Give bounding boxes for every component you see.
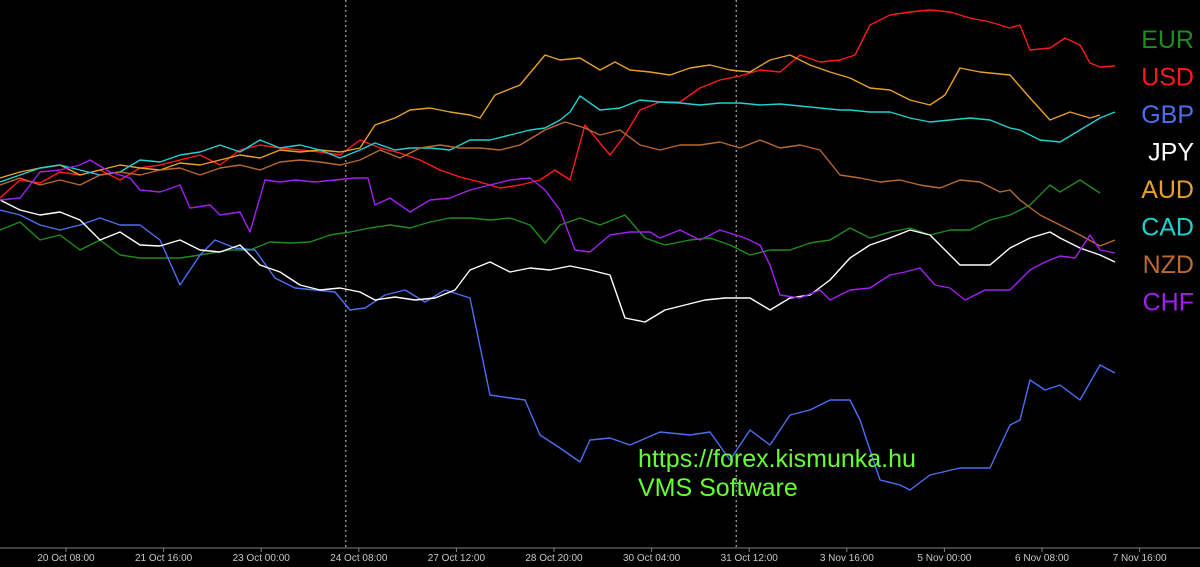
- watermark: https://forex.kismunka.hu VMS Software: [638, 445, 916, 502]
- legend-label-aud: AUD: [1141, 176, 1194, 204]
- series-line-gbp: [0, 209, 1116, 491]
- x-tick-label: 27 Oct 12:00: [428, 553, 486, 564]
- x-tick-label: 5 Nov 00:00: [917, 553, 971, 564]
- x-tick-label: 7 Nov 16:00: [1113, 553, 1167, 564]
- series-line-usd: [0, 9, 1116, 199]
- x-tick-label: 3 Nov 16:00: [820, 553, 874, 564]
- x-tick-label: 31 Oct 12:00: [721, 553, 779, 564]
- series-line-cad: [0, 95, 1116, 183]
- legend-label-eur: EUR: [1141, 26, 1194, 54]
- legend-label-nzd: NZD: [1143, 251, 1194, 279]
- legend-label-chf: CHF: [1143, 289, 1194, 317]
- watermark-line-1: https://forex.kismunka.hu: [638, 445, 916, 473]
- legend: EUR USD GBP JPY AUD CAD NZD CHF: [1141, 26, 1194, 317]
- x-tick-label: 21 Oct 16:00: [135, 553, 193, 564]
- series-line-chf: [0, 159, 1116, 301]
- vertical-separators: [345, 0, 737, 548]
- legend-label-gbp: GBP: [1141, 101, 1194, 129]
- x-tick-label: 28 Oct 20:00: [525, 553, 583, 564]
- legend-label-cad: CAD: [1141, 214, 1194, 242]
- x-axis: 20 Oct 08:00 21 Oct 16:00 23 Oct 00:00 24 O…: [0, 547, 1200, 564]
- watermark-line-2: VMS Software: [638, 474, 798, 502]
- series-line-nzd: [0, 121, 1116, 247]
- x-tick-label: 30 Oct 04:00: [623, 553, 681, 564]
- x-tick-label: 23 Oct 00:00: [233, 553, 291, 564]
- legend-label-jpy: JPY: [1148, 139, 1194, 167]
- series-line-jpy: [0, 199, 1116, 323]
- x-tick-label: 24 Oct 08:00: [330, 553, 388, 564]
- legend-label-usd: USD: [1141, 64, 1194, 92]
- x-tick-label: 6 Nov 08:00: [1015, 553, 1069, 564]
- series-line-aud: [0, 54, 1101, 179]
- series-lines: [0, 9, 1116, 491]
- x-tick-label: 20 Oct 08:00: [37, 553, 95, 564]
